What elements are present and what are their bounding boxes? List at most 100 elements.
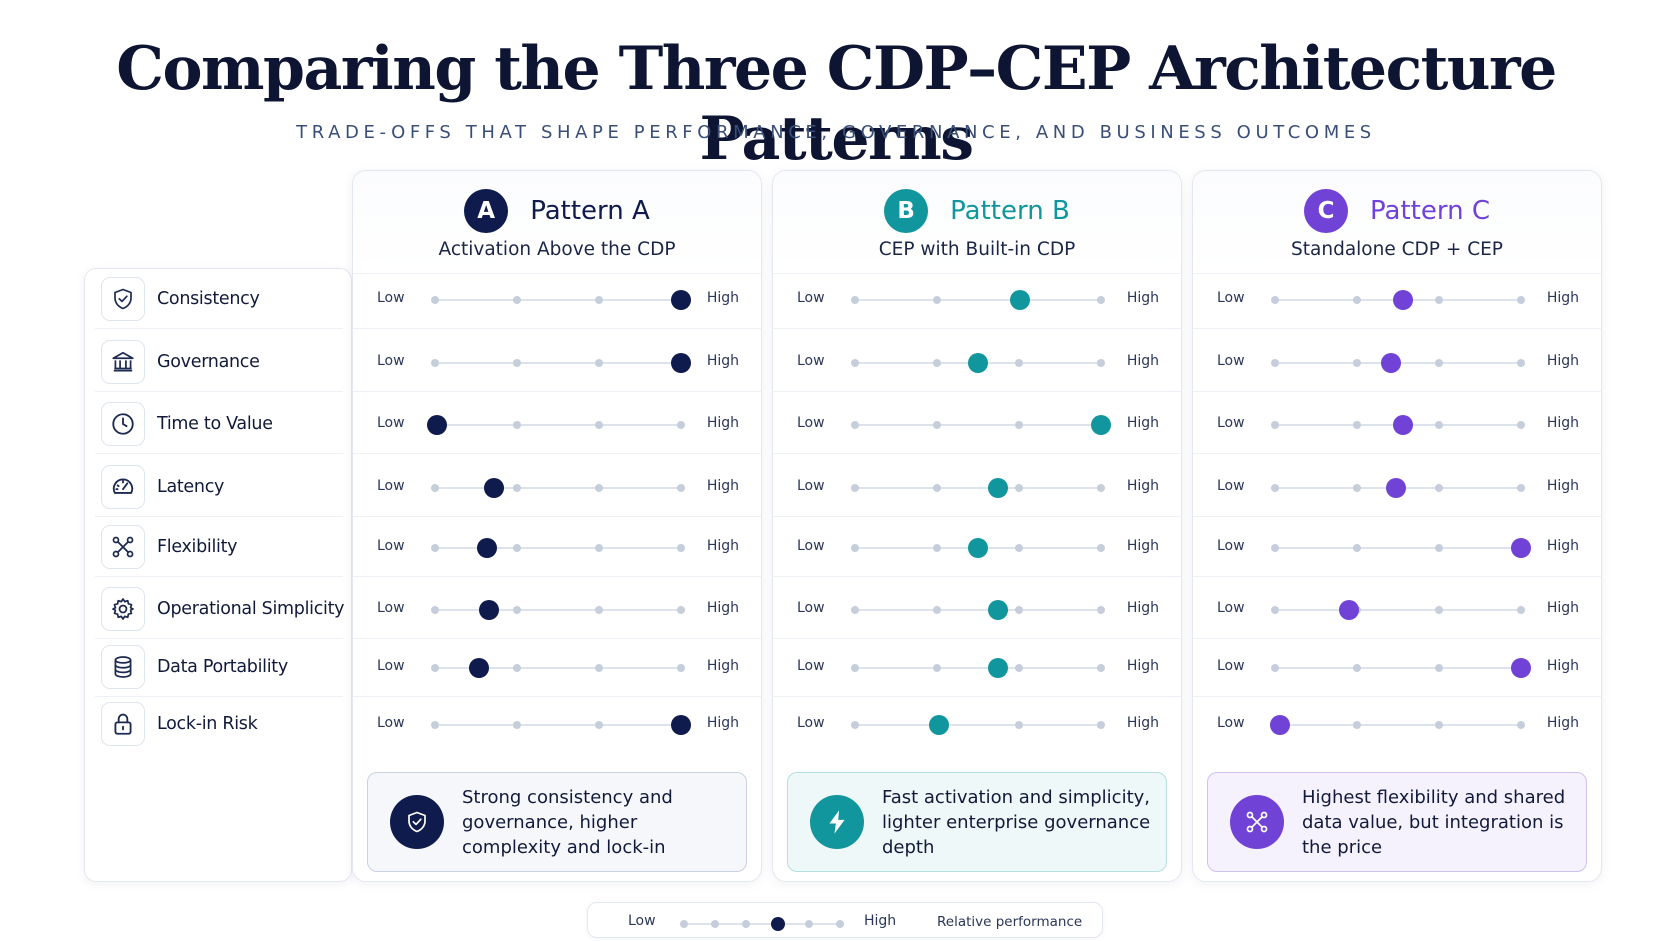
scale-low-label: Low [377,658,405,674]
scale-low-label: Low [1217,353,1245,369]
network-nodes-icon [101,524,145,569]
scale-tick [1271,296,1279,304]
scale-tick [1353,421,1361,429]
score-track [1271,415,1525,435]
gear-icon [101,586,145,631]
scale-tick [1353,721,1361,729]
scale-high-label: High [1546,415,1579,431]
score-row: Low High [1193,457,1601,517]
scale-high-label: High [1546,290,1579,306]
score-marker [671,353,691,373]
scale-high-label: High [1126,290,1159,306]
scale-high-label: High [1546,538,1579,554]
pattern-badge: B [884,189,929,233]
score-marker [968,538,988,558]
score-marker [671,290,691,310]
pattern-badge: A [464,189,509,233]
database-icon [101,644,145,689]
score-marker [1511,658,1531,678]
score-track [851,715,1105,735]
score-marker [1392,415,1413,435]
scale-tick [1271,544,1279,552]
scale-tick [431,606,439,614]
scale-high-label: High [706,600,739,616]
score-row: Low High [773,332,1181,392]
score-marker [469,658,490,678]
criterion-label: Governance [157,351,260,372]
scale-low-label: Low [797,600,825,616]
score-track [1271,353,1525,373]
scale-high-label: High [706,478,739,494]
score-marker [1385,478,1406,498]
legend-high-label: High [864,913,897,929]
scale-tick [1353,484,1361,492]
scale-tick [1435,296,1443,304]
scale-tick [595,721,603,729]
score-row: Low High [773,394,1181,454]
pattern-summary: Fast activation and simplicity, lighter … [787,772,1167,872]
scale-tick [1271,421,1279,429]
score-track [431,353,691,373]
score-marker [671,715,691,735]
criterion-label: Operational Simplicity [157,598,345,619]
scale-high-label: High [1126,715,1159,731]
scale-tick [933,484,941,492]
scale-tick [513,544,521,552]
scale-high-label: High [706,353,739,369]
score-track [1271,478,1525,498]
criterion-label: Lock-in Risk [157,714,258,734]
scale-tick [1097,664,1105,672]
score-row: Low High [773,579,1181,639]
score-marker [928,715,949,735]
scale-tick [1097,606,1105,614]
scale-low-label: Low [1217,415,1245,431]
scale-low-label: Low [377,290,405,306]
score-row: Low High [773,637,1181,697]
score-marker [1338,600,1359,620]
scale-low-label: Low [797,415,825,431]
score-track [1271,600,1525,620]
scale-tick [431,359,439,367]
pattern-summary-text: Fast activation and simplicity, lighter … [882,786,1151,858]
score-track [851,658,1105,678]
score-track [431,538,685,558]
scale-tick [851,296,859,304]
scale-tick [1435,484,1443,492]
score-row: Low High [353,332,761,392]
score-track [431,600,685,620]
scale-tick [1097,721,1105,729]
criterion-row: Operational Simplicity [95,579,345,639]
scale-tick [1353,544,1361,552]
legend-low-label: Low [628,913,656,929]
criteria-panel: Consistency Governance Time to Value Latenc… [84,268,352,882]
scale-tick [1271,606,1279,614]
scale-tick [1435,606,1443,614]
scale-tick [933,544,941,552]
scale-tick [1517,721,1525,729]
scale-low-label: Low [797,538,825,554]
criterion-label: Data Portability [157,656,288,677]
scale-tick [595,359,603,367]
pattern-header: B Pattern B CEP with Built-in CDP [773,171,1181,274]
score-row: Low High [353,637,761,697]
score-track [431,715,691,735]
scale-high-label: High [706,658,739,674]
scale-low-label: Low [1217,600,1245,616]
score-row: Low High [353,579,761,639]
legend: Low High Relative performance [587,902,1103,938]
scale-tick [1271,484,1279,492]
scale-tick [851,421,859,429]
score-row: Low High [1193,517,1601,577]
scale-low-label: Low [797,715,825,731]
scale-tick [1015,359,1023,367]
legend-marker [770,917,785,931]
scale-tick [595,606,603,614]
score-marker [987,600,1008,620]
scale-tick [513,484,521,492]
scale-tick [851,664,859,672]
page-title: Comparing the Three CDP–CEP Architecture… [116,34,1557,174]
speedometer-icon [101,464,145,509]
pattern-name: Pattern A [530,196,650,226]
scale-low-label: Low [377,353,405,369]
scale-high-label: High [1126,600,1159,616]
